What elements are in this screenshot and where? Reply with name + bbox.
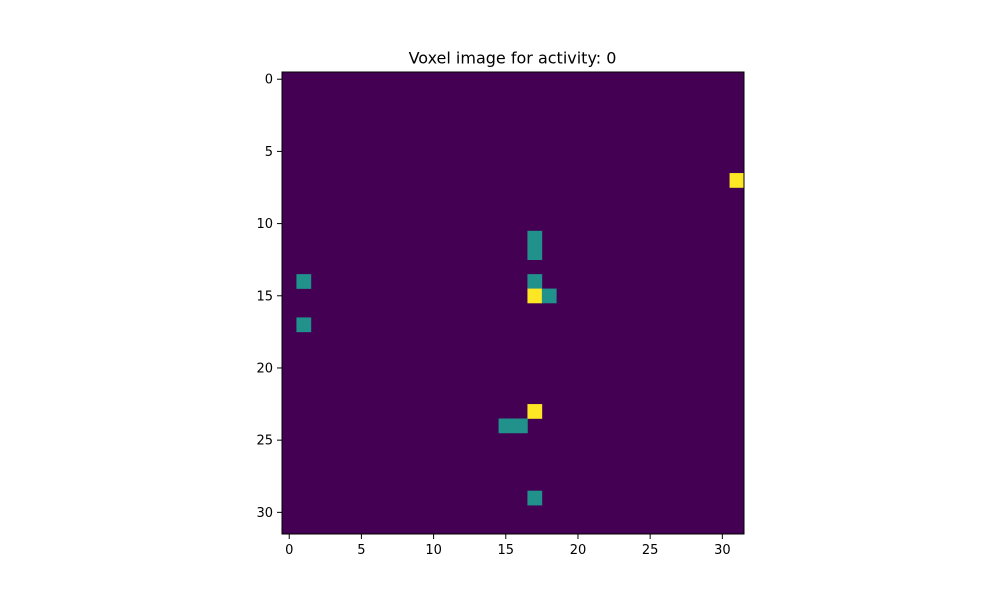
heatmap-background bbox=[282, 72, 744, 534]
x-tick-label: 20 bbox=[570, 543, 587, 558]
x-tick-label: 10 bbox=[425, 543, 442, 558]
y-tick-label: 0 bbox=[265, 73, 273, 88]
heatmap-cell bbox=[527, 230, 543, 246]
y-tick-label: 5 bbox=[265, 145, 273, 160]
plot-area bbox=[282, 72, 745, 534]
y-tick-label: 30 bbox=[256, 506, 273, 521]
y-tick-label: 20 bbox=[256, 361, 273, 376]
x-tick-label: 30 bbox=[714, 543, 731, 558]
heatmap-cell bbox=[729, 173, 745, 188]
y-tick-label: 10 bbox=[256, 217, 273, 232]
x-axis: 0 5 10 15 20 25 30 bbox=[285, 534, 731, 558]
heatmap-cell bbox=[541, 288, 557, 304]
plot-frame bbox=[281, 71, 745, 535]
y-tick-label: 25 bbox=[256, 434, 273, 449]
heatmap-cell bbox=[527, 245, 543, 260]
heatmap-cell bbox=[527, 288, 543, 304]
heatmap-cell bbox=[527, 274, 543, 289]
y-tick-label: 15 bbox=[256, 289, 273, 304]
heatmap-cell bbox=[296, 317, 312, 333]
y-axis: 0 5 10 15 20 25 30 bbox=[256, 73, 282, 521]
heatmap-cell bbox=[498, 418, 514, 434]
x-tick-label: 5 bbox=[357, 543, 365, 558]
x-tick-label: 0 bbox=[285, 543, 293, 558]
heatmap-cell bbox=[513, 418, 528, 434]
x-tick-label: 25 bbox=[642, 543, 659, 558]
heatmap-cell bbox=[296, 274, 312, 289]
x-tick-label: 15 bbox=[498, 543, 515, 558]
heatmap-cell bbox=[527, 404, 543, 419]
chart-title: Voxel image for activity: 0 bbox=[409, 49, 617, 68]
heatmap-cell bbox=[527, 490, 543, 506]
